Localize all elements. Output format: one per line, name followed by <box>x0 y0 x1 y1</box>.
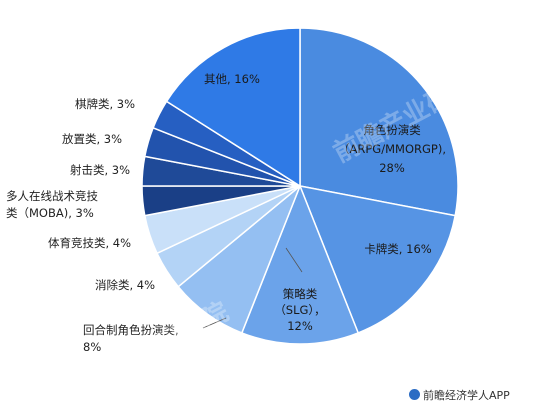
slice-label: 棋牌类, 3% <box>75 97 135 111</box>
slice-label: 多人在线战术竞技类（MOBA), 3% <box>6 189 98 220</box>
slice-label: 角色扮演类（ARPG/MMORGP), 28% <box>338 123 446 175</box>
slice-label: 消除类, 4% <box>95 278 155 292</box>
logo-icon <box>409 389 420 400</box>
slice-label: 其他, 16% <box>204 72 260 86</box>
pie-slice <box>240 183 360 345</box>
leader-line <box>202 317 227 329</box>
slice-label: 回合制角色扮演类, 8% <box>83 323 179 354</box>
slice-labels: 角色扮演类（ARPG/MMORGP), 28% 卡牌类, 16% 策略类（SLG）， 1… <box>6 72 446 354</box>
slice-label: 射击类, 3% <box>70 163 130 177</box>
pie-slice <box>298 185 457 334</box>
leader-lines <box>202 247 303 329</box>
slice-label: 策略类（SLG）， 12% <box>274 287 325 333</box>
slice-label: 放置类, 3% <box>62 132 122 146</box>
pie-slices <box>141 27 459 345</box>
pie-slice <box>165 27 301 188</box>
source-text: 前瞻经济学人APP <box>423 389 510 402</box>
slice-label: 卡牌类, 16% <box>364 242 431 256</box>
leader-line <box>285 247 303 273</box>
source-footer: 前瞻经济学人APP <box>409 387 510 403</box>
pie-slice <box>299 27 459 217</box>
slice-label: 体育竞技类, 4% <box>48 236 131 250</box>
